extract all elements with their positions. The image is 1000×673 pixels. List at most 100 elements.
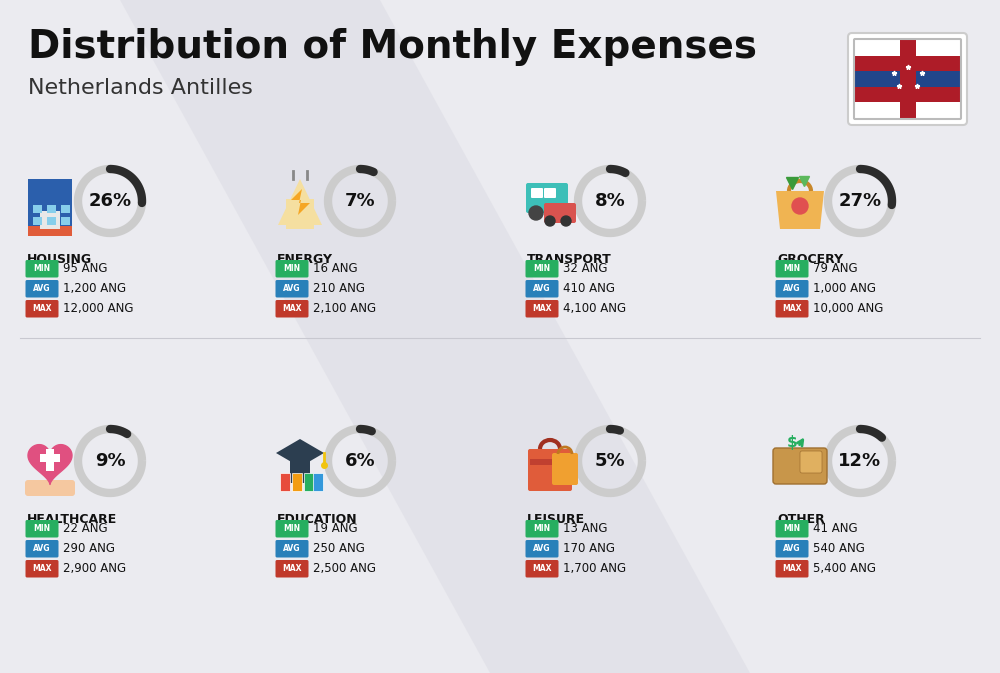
Text: 170 ANG: 170 ANG [563, 542, 615, 555]
Circle shape [545, 216, 555, 226]
Text: 12%: 12% [838, 452, 882, 470]
FancyBboxPatch shape [33, 217, 42, 225]
Text: 6%: 6% [345, 452, 375, 470]
FancyBboxPatch shape [526, 183, 568, 213]
FancyBboxPatch shape [526, 260, 558, 277]
FancyBboxPatch shape [33, 205, 42, 213]
Text: MIN: MIN [283, 264, 301, 273]
Text: 540 ANG: 540 ANG [813, 542, 865, 555]
Text: LEISURE: LEISURE [527, 513, 585, 526]
FancyBboxPatch shape [286, 199, 314, 229]
FancyBboxPatch shape [855, 102, 960, 118]
FancyBboxPatch shape [530, 459, 570, 465]
Text: 8%: 8% [595, 192, 625, 210]
FancyBboxPatch shape [528, 449, 572, 491]
FancyBboxPatch shape [552, 453, 578, 485]
FancyBboxPatch shape [776, 260, 808, 277]
Text: 1,700 ANG: 1,700 ANG [563, 562, 626, 575]
FancyBboxPatch shape [61, 205, 70, 213]
Text: AVG: AVG [533, 544, 551, 553]
FancyBboxPatch shape [855, 56, 960, 71]
Text: 4,100 ANG: 4,100 ANG [563, 302, 626, 315]
Text: GROCERY: GROCERY [777, 253, 843, 266]
Polygon shape [276, 439, 324, 467]
Text: AVG: AVG [283, 544, 301, 553]
Polygon shape [28, 445, 72, 485]
FancyBboxPatch shape [28, 226, 72, 236]
Text: 22 ANG: 22 ANG [63, 522, 108, 535]
Text: MAX: MAX [32, 304, 52, 313]
FancyBboxPatch shape [28, 179, 72, 229]
FancyBboxPatch shape [47, 217, 56, 225]
Text: 13 ANG: 13 ANG [563, 522, 607, 535]
Text: AVG: AVG [283, 284, 301, 293]
FancyBboxPatch shape [800, 451, 822, 473]
Text: 9%: 9% [95, 452, 125, 470]
Text: AVG: AVG [783, 284, 801, 293]
Text: MIN: MIN [533, 264, 551, 273]
FancyBboxPatch shape [280, 473, 290, 491]
Circle shape [529, 206, 543, 220]
Text: EDUCATION: EDUCATION [277, 513, 358, 526]
Circle shape [561, 216, 571, 226]
Text: 79 ANG: 79 ANG [813, 262, 858, 275]
Circle shape [550, 206, 564, 220]
Text: MIN: MIN [33, 524, 51, 533]
FancyBboxPatch shape [46, 449, 54, 471]
Text: 10,000 ANG: 10,000 ANG [813, 302, 883, 315]
Text: 2,900 ANG: 2,900 ANG [63, 562, 126, 575]
FancyBboxPatch shape [26, 260, 58, 277]
FancyBboxPatch shape [40, 454, 60, 462]
FancyBboxPatch shape [526, 300, 558, 318]
Polygon shape [278, 179, 322, 225]
FancyBboxPatch shape [526, 280, 558, 297]
Text: 19 ANG: 19 ANG [313, 522, 358, 535]
FancyBboxPatch shape [25, 480, 75, 496]
Text: MAX: MAX [282, 564, 302, 573]
FancyBboxPatch shape [276, 280, 308, 297]
FancyBboxPatch shape [526, 520, 558, 538]
Text: MIN: MIN [533, 524, 551, 533]
Text: 1,200 ANG: 1,200 ANG [63, 282, 126, 295]
FancyBboxPatch shape [855, 87, 960, 102]
Text: AVG: AVG [783, 544, 801, 553]
FancyBboxPatch shape [776, 300, 808, 318]
FancyBboxPatch shape [776, 540, 808, 557]
Text: MAX: MAX [532, 304, 552, 313]
FancyBboxPatch shape [276, 520, 308, 538]
Text: 5,400 ANG: 5,400 ANG [813, 562, 876, 575]
Text: 410 ANG: 410 ANG [563, 282, 615, 295]
Text: 12,000 ANG: 12,000 ANG [63, 302, 134, 315]
Text: 7%: 7% [345, 192, 375, 210]
Text: MAX: MAX [532, 564, 552, 573]
FancyBboxPatch shape [292, 473, 302, 491]
FancyBboxPatch shape [276, 540, 308, 557]
Circle shape [792, 198, 808, 214]
Polygon shape [776, 191, 824, 229]
FancyBboxPatch shape [531, 188, 543, 198]
Polygon shape [120, 0, 750, 673]
FancyBboxPatch shape [544, 188, 556, 198]
Text: MAX: MAX [782, 564, 802, 573]
Text: MIN: MIN [783, 524, 801, 533]
Text: OTHER: OTHER [777, 513, 825, 526]
FancyBboxPatch shape [776, 560, 808, 577]
FancyBboxPatch shape [544, 203, 576, 223]
FancyBboxPatch shape [773, 448, 827, 484]
Text: AVG: AVG [33, 544, 51, 553]
Text: 32 ANG: 32 ANG [563, 262, 607, 275]
FancyBboxPatch shape [290, 453, 310, 483]
Text: TRANSPORT: TRANSPORT [527, 253, 612, 266]
Text: 41 ANG: 41 ANG [813, 522, 858, 535]
Text: 5%: 5% [595, 452, 625, 470]
Text: MIN: MIN [33, 264, 51, 273]
Text: MIN: MIN [783, 264, 801, 273]
FancyBboxPatch shape [776, 520, 808, 538]
Text: ENERGY: ENERGY [277, 253, 333, 266]
Text: 250 ANG: 250 ANG [313, 542, 365, 555]
FancyBboxPatch shape [313, 473, 323, 491]
Text: 95 ANG: 95 ANG [63, 262, 108, 275]
Text: 2,500 ANG: 2,500 ANG [313, 562, 376, 575]
FancyBboxPatch shape [40, 211, 60, 229]
Text: 290 ANG: 290 ANG [63, 542, 115, 555]
